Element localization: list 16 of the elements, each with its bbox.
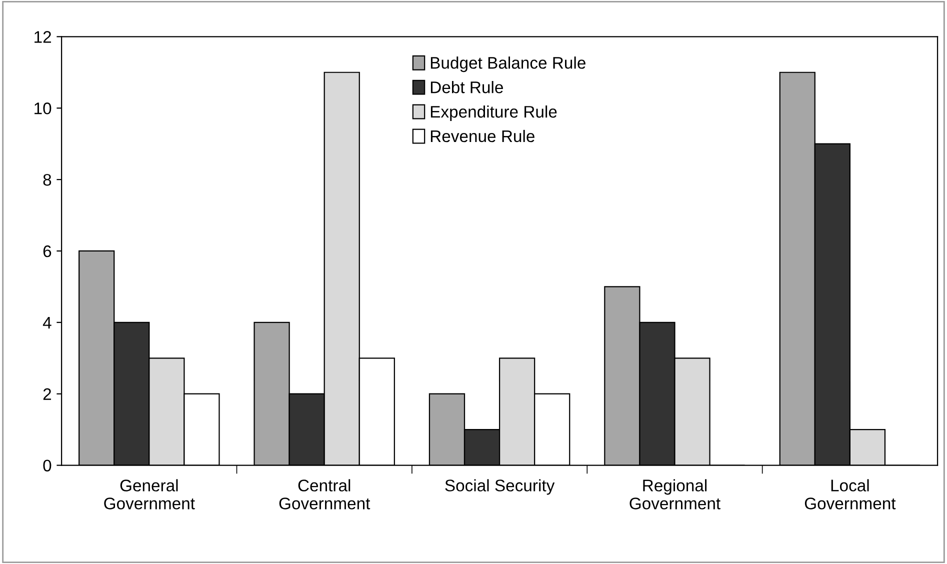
y-tick-label: 6: [43, 245, 52, 258]
legend-label: Expenditure Rule: [430, 105, 557, 121]
x-tick-label: Regional Government: [630, 479, 720, 510]
legend-label: Debt Rule: [430, 80, 503, 94]
y-tick-label: 2: [43, 388, 51, 400]
y-tick-label: 4: [42, 316, 52, 328]
x-tick-label: General Government: [104, 479, 195, 510]
y-tick-label: 0: [43, 460, 52, 472]
legend-label: Budget Balance Rule: [430, 56, 586, 72]
y-tick-label: 10: [34, 102, 52, 114]
legend-label: Revenue Rule: [430, 130, 534, 142]
x-tick-label: Local Government: [804, 479, 896, 510]
y-tick-label: 12: [34, 31, 51, 43]
x-tick-label: Social Security: [445, 479, 555, 495]
y-tick-label: 8: [43, 174, 52, 186]
x-tick-label: Central Government: [279, 479, 370, 510]
